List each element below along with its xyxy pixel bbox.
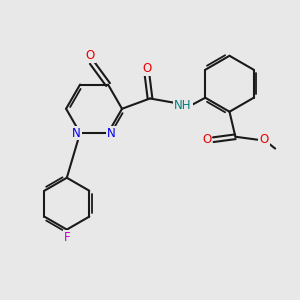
- Text: NH: NH: [174, 99, 192, 112]
- Text: F: F: [64, 231, 70, 244]
- Text: O: O: [259, 133, 268, 146]
- Text: N: N: [72, 127, 81, 140]
- Text: O: O: [142, 62, 152, 75]
- Text: O: O: [202, 133, 212, 146]
- Text: N: N: [107, 127, 116, 140]
- Text: O: O: [86, 50, 95, 62]
